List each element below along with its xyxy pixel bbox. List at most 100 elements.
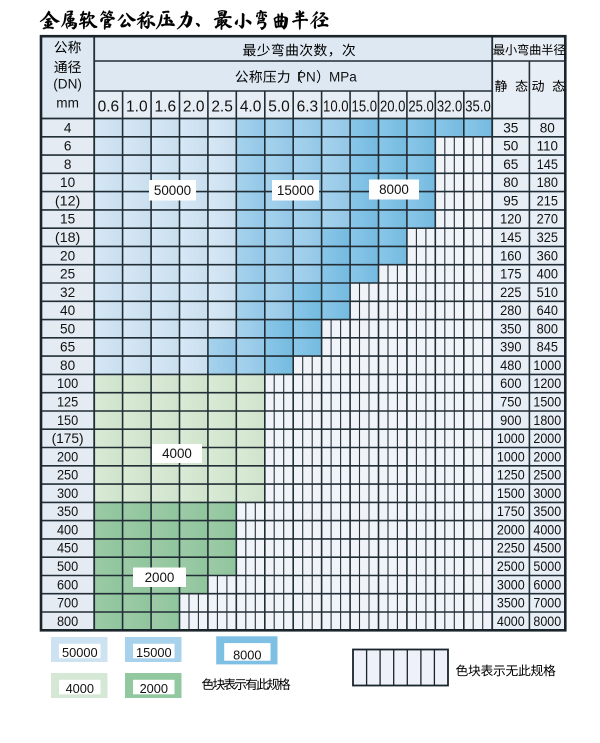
svg-text:5.0: 5.0 xyxy=(268,98,290,115)
svg-text:50: 50 xyxy=(60,321,76,336)
svg-text:(DN): (DN) xyxy=(53,76,82,91)
svg-text:110: 110 xyxy=(537,139,559,154)
svg-text:0.6: 0.6 xyxy=(98,98,120,115)
svg-text:160: 160 xyxy=(500,248,522,263)
svg-text:15: 15 xyxy=(60,212,75,227)
svg-text:350: 350 xyxy=(500,321,522,336)
svg-text:50000: 50000 xyxy=(62,645,98,660)
svg-text:845: 845 xyxy=(537,340,558,355)
svg-text:2000: 2000 xyxy=(497,523,525,538)
svg-text:65: 65 xyxy=(503,157,518,172)
svg-text:280: 280 xyxy=(500,303,522,318)
svg-text:2000: 2000 xyxy=(533,449,561,464)
svg-text:20: 20 xyxy=(60,248,76,263)
svg-text:1250: 1250 xyxy=(497,468,525,483)
svg-text:80: 80 xyxy=(503,175,519,190)
svg-text:3500: 3500 xyxy=(533,504,561,519)
svg-text:360: 360 xyxy=(537,248,559,263)
svg-text:2000: 2000 xyxy=(533,431,561,446)
svg-text:40: 40 xyxy=(60,303,76,318)
svg-text:450: 450 xyxy=(57,541,79,556)
svg-text:1200: 1200 xyxy=(533,376,561,391)
svg-text:125: 125 xyxy=(57,395,78,410)
svg-text:15000: 15000 xyxy=(136,645,172,660)
svg-text:3500: 3500 xyxy=(497,596,525,611)
svg-text:20.0: 20.0 xyxy=(380,98,406,115)
svg-text:7000: 7000 xyxy=(533,596,561,611)
svg-text:215: 215 xyxy=(537,194,558,209)
svg-text:2000: 2000 xyxy=(145,570,175,585)
svg-text:95: 95 xyxy=(503,194,518,209)
svg-text:(12): (12) xyxy=(55,194,81,209)
svg-text:MPa: MPa xyxy=(329,70,357,85)
svg-text:2500: 2500 xyxy=(497,559,525,574)
svg-text:15.0: 15.0 xyxy=(352,98,378,115)
svg-text:32: 32 xyxy=(60,285,75,300)
svg-text:6.3: 6.3 xyxy=(297,98,319,115)
svg-text:500: 500 xyxy=(57,559,79,574)
svg-text:400: 400 xyxy=(537,267,559,282)
svg-text:80: 80 xyxy=(540,120,556,135)
svg-text:1.0: 1.0 xyxy=(126,98,148,115)
svg-text:120: 120 xyxy=(500,212,522,227)
svg-text:(18): (18) xyxy=(55,230,81,245)
svg-text:2.5: 2.5 xyxy=(211,98,233,115)
svg-text:510: 510 xyxy=(537,285,559,300)
svg-text:3000: 3000 xyxy=(533,486,561,501)
svg-text:8000: 8000 xyxy=(379,182,409,197)
svg-text:750: 750 xyxy=(500,395,522,410)
svg-text:4000: 4000 xyxy=(66,681,94,696)
svg-text:8: 8 xyxy=(64,157,72,172)
svg-text:900: 900 xyxy=(500,413,522,428)
svg-text:1500: 1500 xyxy=(497,486,525,501)
svg-text:1500: 1500 xyxy=(533,395,561,410)
svg-text:PN: PN xyxy=(297,70,316,85)
svg-text:50: 50 xyxy=(503,139,519,154)
svg-text:1000: 1000 xyxy=(497,431,525,446)
svg-text:6000: 6000 xyxy=(533,577,561,592)
svg-text:10.0: 10.0 xyxy=(323,98,349,115)
svg-text:700: 700 xyxy=(57,596,79,611)
svg-text:1800: 1800 xyxy=(533,413,561,428)
svg-text:10: 10 xyxy=(60,175,76,190)
svg-text:800: 800 xyxy=(57,614,79,629)
svg-text:1000: 1000 xyxy=(497,449,525,464)
svg-text:390: 390 xyxy=(500,340,522,355)
svg-text:4.0: 4.0 xyxy=(240,98,262,115)
svg-text:4000: 4000 xyxy=(162,446,192,461)
svg-text:1000: 1000 xyxy=(533,358,561,373)
svg-text:4500: 4500 xyxy=(533,541,561,556)
svg-text:225: 225 xyxy=(500,285,521,300)
svg-text:200: 200 xyxy=(57,449,79,464)
svg-text:3000: 3000 xyxy=(497,577,525,592)
svg-text:145: 145 xyxy=(500,230,521,245)
svg-text:270: 270 xyxy=(537,212,559,227)
svg-text:300: 300 xyxy=(57,486,79,501)
svg-text:25: 25 xyxy=(60,267,75,282)
svg-text:1.6: 1.6 xyxy=(155,98,177,115)
svg-text:8000: 8000 xyxy=(533,614,561,629)
svg-text:65: 65 xyxy=(60,340,75,355)
svg-text:(175): (175) xyxy=(52,431,84,446)
svg-text:4000: 4000 xyxy=(533,523,561,538)
svg-text:145: 145 xyxy=(537,157,558,172)
svg-text:5000: 5000 xyxy=(533,559,561,574)
svg-text:350: 350 xyxy=(57,504,79,519)
svg-text:2.0: 2.0 xyxy=(183,98,205,115)
svg-text:4000: 4000 xyxy=(497,614,525,629)
svg-text:600: 600 xyxy=(57,577,79,592)
svg-text:150: 150 xyxy=(57,413,79,428)
svg-text:2250: 2250 xyxy=(497,541,525,556)
svg-text:480: 480 xyxy=(500,358,522,373)
svg-text:32.0: 32.0 xyxy=(437,98,463,115)
svg-text:325: 325 xyxy=(537,230,558,245)
svg-text:640: 640 xyxy=(537,303,559,318)
svg-text:600: 600 xyxy=(500,376,522,391)
svg-text:80: 80 xyxy=(60,358,76,373)
svg-text:1750: 1750 xyxy=(497,504,525,519)
svg-text:4: 4 xyxy=(64,120,72,135)
svg-text:25.0: 25.0 xyxy=(408,98,434,115)
svg-text:50000: 50000 xyxy=(154,183,191,198)
svg-text:8000: 8000 xyxy=(233,647,261,662)
svg-text:6: 6 xyxy=(64,139,72,154)
